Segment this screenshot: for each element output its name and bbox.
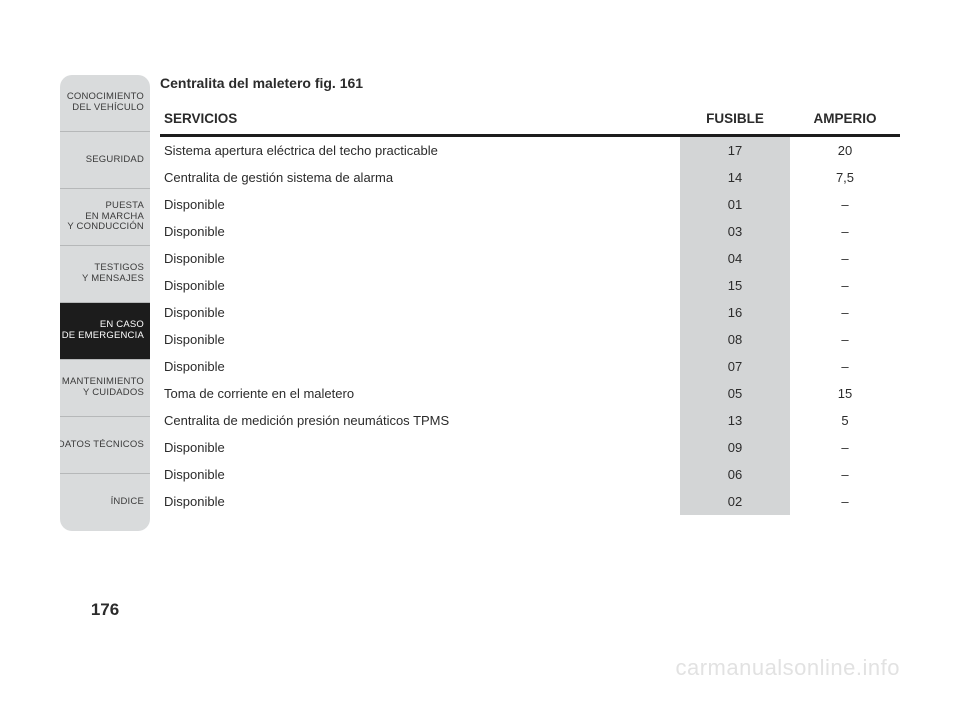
- sidebar-nav: CONOCIMIENTO DEL VEHÍCULO SEGURIDAD PUES…: [60, 75, 150, 531]
- cell-amperio: –: [790, 299, 900, 326]
- table-row: Sistema apertura eléctrica del techo pra…: [160, 136, 900, 165]
- tab-label: PUESTA: [105, 201, 144, 212]
- cell-amperio: –: [790, 191, 900, 218]
- table-row: Disponible03–: [160, 218, 900, 245]
- tab-label: SEGURIDAD: [86, 155, 144, 166]
- tab-label: DEL VEHÍCULO: [72, 103, 144, 114]
- cell-amperio: 5: [790, 407, 900, 434]
- table-row: Centralita de medición presión neumático…: [160, 407, 900, 434]
- tab-label: Y CONDUCCIÓN: [67, 222, 144, 233]
- col-header-amperio: AMPERIO: [790, 105, 900, 136]
- cell-amperio: 7,5: [790, 164, 900, 191]
- page-number: 176: [60, 600, 150, 620]
- table-row: Disponible09–: [160, 434, 900, 461]
- table-row: Disponible01–: [160, 191, 900, 218]
- cell-servicio: Sistema apertura eléctrica del techo pra…: [160, 136, 680, 165]
- tab-puesta-en-marcha[interactable]: PUESTA EN MARCHA Y CONDUCCIÓN: [60, 189, 150, 246]
- watermark: carmanualsonline.info: [675, 655, 900, 681]
- content-area: Centralita del maletero fig. 161 SERVICI…: [160, 75, 900, 515]
- cell-servicio: Centralita de gestión sistema de alarma: [160, 164, 680, 191]
- cell-fusible: 16: [680, 299, 790, 326]
- cell-fusible: 08: [680, 326, 790, 353]
- cell-servicio: Disponible: [160, 245, 680, 272]
- table-row: Disponible16–: [160, 299, 900, 326]
- cell-servicio: Disponible: [160, 353, 680, 380]
- table-row: Disponible07–: [160, 353, 900, 380]
- tab-datos-tecnicos[interactable]: DATOS TÉCNICOS: [60, 417, 150, 474]
- cell-fusible: 14: [680, 164, 790, 191]
- table-row: Disponible04–: [160, 245, 900, 272]
- cell-fusible: 03: [680, 218, 790, 245]
- cell-fusible: 15: [680, 272, 790, 299]
- cell-fusible: 01: [680, 191, 790, 218]
- tab-mantenimiento[interactable]: MANTENIMIENTO Y CUIDADOS: [60, 360, 150, 417]
- cell-amperio: –: [790, 434, 900, 461]
- cell-amperio: –: [790, 461, 900, 488]
- cell-fusible: 07: [680, 353, 790, 380]
- cell-fusible: 04: [680, 245, 790, 272]
- cell-amperio: –: [790, 272, 900, 299]
- cell-servicio: Disponible: [160, 434, 680, 461]
- tab-en-caso-emergencia[interactable]: EN CASO DE EMERGENCIA: [60, 303, 150, 360]
- tab-testigos[interactable]: TESTIGOS Y MENSAJES: [60, 246, 150, 303]
- table-row: Disponible15–: [160, 272, 900, 299]
- tab-label: Y CUIDADOS: [83, 388, 144, 399]
- table-row: Centralita de gestión sistema de alarma1…: [160, 164, 900, 191]
- tab-label: ÍNDICE: [111, 497, 144, 508]
- section-title: Centralita del maletero fig. 161: [160, 75, 900, 91]
- cell-amperio: –: [790, 326, 900, 353]
- tab-seguridad[interactable]: SEGURIDAD: [60, 132, 150, 189]
- cell-servicio: Disponible: [160, 326, 680, 353]
- cell-servicio: Disponible: [160, 461, 680, 488]
- cell-servicio: Disponible: [160, 191, 680, 218]
- cell-servicio: Centralita de medición presión neumático…: [160, 407, 680, 434]
- cell-amperio: –: [790, 353, 900, 380]
- table-row: Disponible02–: [160, 488, 900, 515]
- tab-indice[interactable]: ÍNDICE: [60, 474, 150, 531]
- cell-amperio: –: [790, 245, 900, 272]
- table-row: Toma de corriente en el maletero0515: [160, 380, 900, 407]
- cell-fusible: 09: [680, 434, 790, 461]
- cell-fusible: 05: [680, 380, 790, 407]
- col-header-fusible: FUSIBLE: [680, 105, 790, 136]
- tab-label: Y MENSAJES: [82, 274, 144, 285]
- table-row: Disponible06–: [160, 461, 900, 488]
- cell-amperio: 15: [790, 380, 900, 407]
- cell-fusible: 13: [680, 407, 790, 434]
- fuse-table: SERVICIOS FUSIBLE AMPERIO Sistema apertu…: [160, 105, 900, 515]
- cell-amperio: –: [790, 488, 900, 515]
- cell-fusible: 02: [680, 488, 790, 515]
- cell-fusible: 06: [680, 461, 790, 488]
- tab-conocimiento[interactable]: CONOCIMIENTO DEL VEHÍCULO: [60, 75, 150, 132]
- cell-servicio: Disponible: [160, 299, 680, 326]
- cell-servicio: Toma de corriente en el maletero: [160, 380, 680, 407]
- cell-amperio: 20: [790, 136, 900, 165]
- tab-label: DATOS TÉCNICOS: [60, 440, 144, 451]
- cell-fusible: 17: [680, 136, 790, 165]
- cell-servicio: Disponible: [160, 488, 680, 515]
- cell-servicio: Disponible: [160, 272, 680, 299]
- col-header-servicios: SERVICIOS: [160, 105, 680, 136]
- cell-amperio: –: [790, 218, 900, 245]
- table-row: Disponible08–: [160, 326, 900, 353]
- tab-label: DE EMERGENCIA: [62, 331, 144, 342]
- cell-servicio: Disponible: [160, 218, 680, 245]
